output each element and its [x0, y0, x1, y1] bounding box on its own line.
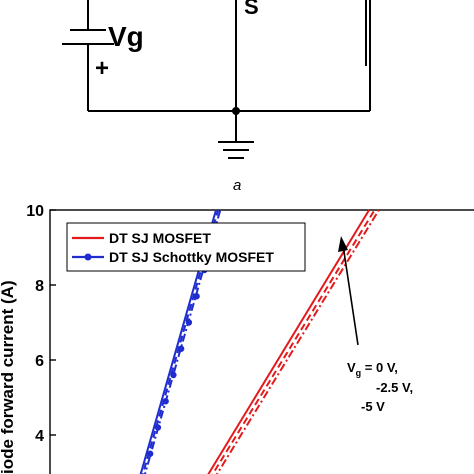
- circuit-schematic: [62, 0, 371, 159]
- annotation-line-2: -2.5 V,: [376, 380, 413, 395]
- series-line-mosfet-dashed: [211, 209, 376, 474]
- series-marker-schottky: [146, 450, 154, 457]
- plot-area-frame: [49, 209, 474, 474]
- series-marker-schottky: [177, 345, 185, 352]
- y-axis-label: iode forward current (A): [0, 280, 17, 474]
- forward-current-chart: 4 6 8 10 iode forward current (A) DT SJ MOS…: [0, 203, 474, 474]
- annotation-arrow-shaft: [342, 244, 359, 346]
- legend-label-mosfet: DT SJ MOSFET: [109, 230, 211, 246]
- legend: DT SJ MOSFET DT SJ Schottky MOSFET: [66, 222, 306, 272]
- legend-label-schottky: DT SJ Schottky MOSFET: [109, 249, 274, 265]
- marker-layer: [146, 240, 216, 457]
- annotation-arrow-head: [338, 236, 348, 252]
- gate-voltage-annotation: Vg = 0 V, -2.5 V, -5 V: [338, 236, 413, 414]
- source-terminal-label: S: [244, 0, 259, 19]
- series-marker-schottky: [185, 319, 193, 326]
- y-tick-label: 4: [35, 428, 44, 445]
- panel-label: a: [233, 177, 241, 194]
- y-tick-label: 8: [35, 278, 44, 295]
- series-marker-schottky: [162, 398, 169, 405]
- annotation-line-1: Vg = 0 V,: [347, 360, 398, 378]
- y-axis-ticks: 4 6 8 10: [26, 203, 56, 445]
- series-marker-schottky: [193, 293, 200, 300]
- series-marker-schottky: [154, 424, 162, 431]
- y-tick-label: 10: [26, 203, 44, 220]
- y-tick-label: 6: [35, 353, 44, 370]
- series-marker-schottky: [170, 371, 177, 379]
- gate-voltage-label: Vg: [108, 21, 144, 52]
- annotation-line-3: -5 V: [361, 399, 385, 414]
- series-line-mosfet-dashdot: [215, 209, 380, 474]
- battery-plus-sign: +: [95, 55, 109, 82]
- legend-box: [66, 222, 306, 272]
- circuit-junction: [232, 107, 240, 115]
- series-line-mosfet-solid: [207, 209, 370, 474]
- series-line-schottky-dashdot: [143, 209, 222, 474]
- legend-marker-schottky: [84, 253, 92, 261]
